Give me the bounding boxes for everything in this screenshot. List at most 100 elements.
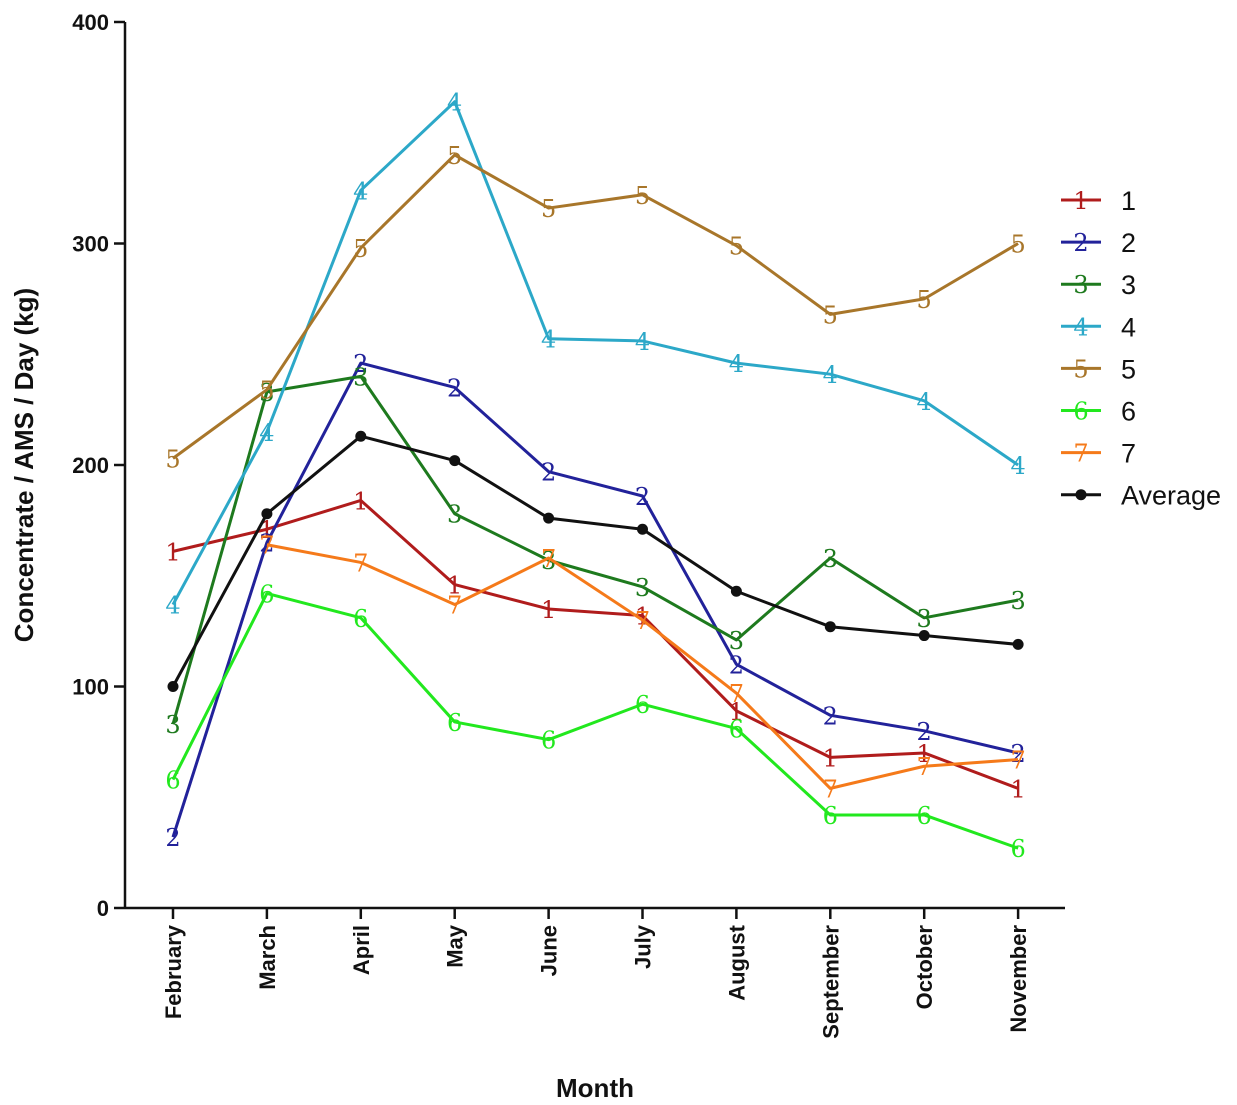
data-point: 3 [635, 574, 650, 602]
data-point: 2 [823, 702, 838, 730]
data-point: 6 [635, 691, 650, 719]
legend-label: 3 [1121, 270, 1136, 300]
x-tick-label: February [161, 924, 186, 1019]
data-point: 4 [823, 361, 838, 389]
data-point: 4 [1010, 452, 1025, 480]
data-point: 5 [823, 301, 838, 329]
data-point [261, 508, 273, 520]
data-point: 2 [729, 651, 744, 679]
data-point [730, 585, 742, 597]
data-point: 4 [259, 419, 274, 447]
data-point: 6 [447, 709, 462, 737]
series-4: 4 4 4 4 4 4 4 4 4 4 [165, 89, 1025, 620]
data-point: 4 [353, 177, 368, 205]
y-axis-title: Concentrate / AMS / Day (kg) [9, 288, 39, 642]
data-point: 3 [1010, 587, 1025, 615]
y-tick-label: 100 [72, 675, 109, 700]
series-line [171, 100, 1019, 606]
data-point: 4 [635, 328, 650, 356]
legend-label: 7 [1121, 439, 1136, 469]
data-point: 2 [635, 483, 650, 511]
data-point: 5 [1010, 231, 1025, 259]
data-point: 6 [917, 802, 932, 830]
series-Average [167, 430, 1024, 692]
data-point: 7 [823, 775, 838, 803]
x-tick-label: April [349, 925, 374, 975]
x-tick-label: August [724, 924, 749, 1000]
data-point [637, 523, 648, 535]
x-tick-label: March [255, 925, 280, 990]
y-tick-label: 300 [72, 232, 109, 257]
data-point: 7 [447, 592, 462, 620]
x-ticks: February March April May June July August Septe… [161, 908, 1031, 1039]
data-point: 3 [165, 711, 180, 739]
data-point: 7 [729, 680, 744, 708]
legend-marker: 7 [1073, 440, 1088, 468]
x-tick-label: October [912, 925, 937, 1010]
y-tick-label: 200 [72, 453, 109, 478]
data-point: 6 [165, 767, 180, 795]
data-point: 5 [917, 286, 932, 314]
data-point: 4 [165, 592, 180, 620]
legend-marker: 2 [1073, 229, 1088, 257]
data-point: 5 [259, 377, 274, 405]
y-tick-label: 400 [72, 10, 109, 35]
data-point: 6 [729, 716, 744, 744]
x-tick-label: June [537, 925, 562, 976]
legend-label: 4 [1121, 312, 1136, 342]
data-point: 3 [541, 547, 556, 575]
x-axis-title: Month [556, 1073, 634, 1103]
legend-label: 1 [1121, 186, 1136, 216]
legend-marker: 5 [1073, 355, 1088, 383]
data-point [918, 630, 930, 642]
data-point: 7 [635, 607, 650, 635]
series-7: 7 7 7 7 7 7 7 7 7 [259, 532, 1025, 804]
legend-marker: 4 [1073, 313, 1088, 341]
series-line [172, 153, 1019, 460]
data-point: 4 [541, 326, 556, 354]
data-point: 2 [353, 350, 368, 378]
legend-marker: 1 [1073, 187, 1088, 215]
data-point: 7 [259, 532, 274, 560]
data-point [543, 512, 555, 524]
data-point [824, 621, 836, 633]
data-point: 5 [541, 195, 556, 223]
x-tick-label: November [1006, 925, 1031, 1033]
data-point: 2 [541, 459, 556, 487]
series-line [266, 543, 1019, 790]
data-point: 3 [729, 627, 744, 655]
x-tick-label: July [631, 924, 656, 969]
y-tick-label: 0 [97, 896, 109, 921]
data-point: 7 [1010, 747, 1025, 775]
data-point: 7 [353, 549, 368, 577]
data-point: 6 [353, 605, 368, 633]
data-point: 6 [1010, 835, 1025, 863]
data-point: 6 [541, 727, 556, 755]
data-point: 1 [729, 698, 744, 726]
data-point: 5 [729, 233, 744, 261]
y-ticks: 0 100 200 300 400 [72, 10, 125, 921]
legend-label: 6 [1121, 397, 1136, 427]
legend-marker [1075, 489, 1087, 501]
legend-marker: 6 [1073, 398, 1088, 426]
data-point: 3 [447, 501, 462, 529]
data-point: 2 [259, 530, 274, 558]
series-line [171, 591, 1019, 850]
data-point: 5 [635, 182, 650, 210]
data-point: 4 [917, 388, 932, 416]
data-point: 4 [729, 350, 744, 378]
data-point [355, 430, 367, 442]
legend-label: 2 [1121, 228, 1136, 258]
legend-label: 5 [1121, 354, 1136, 384]
series-6: 6 6 6 6 6 6 6 6 6 6 [165, 580, 1025, 863]
data-point: 1 [353, 487, 368, 515]
data-point: 6 [823, 802, 838, 830]
